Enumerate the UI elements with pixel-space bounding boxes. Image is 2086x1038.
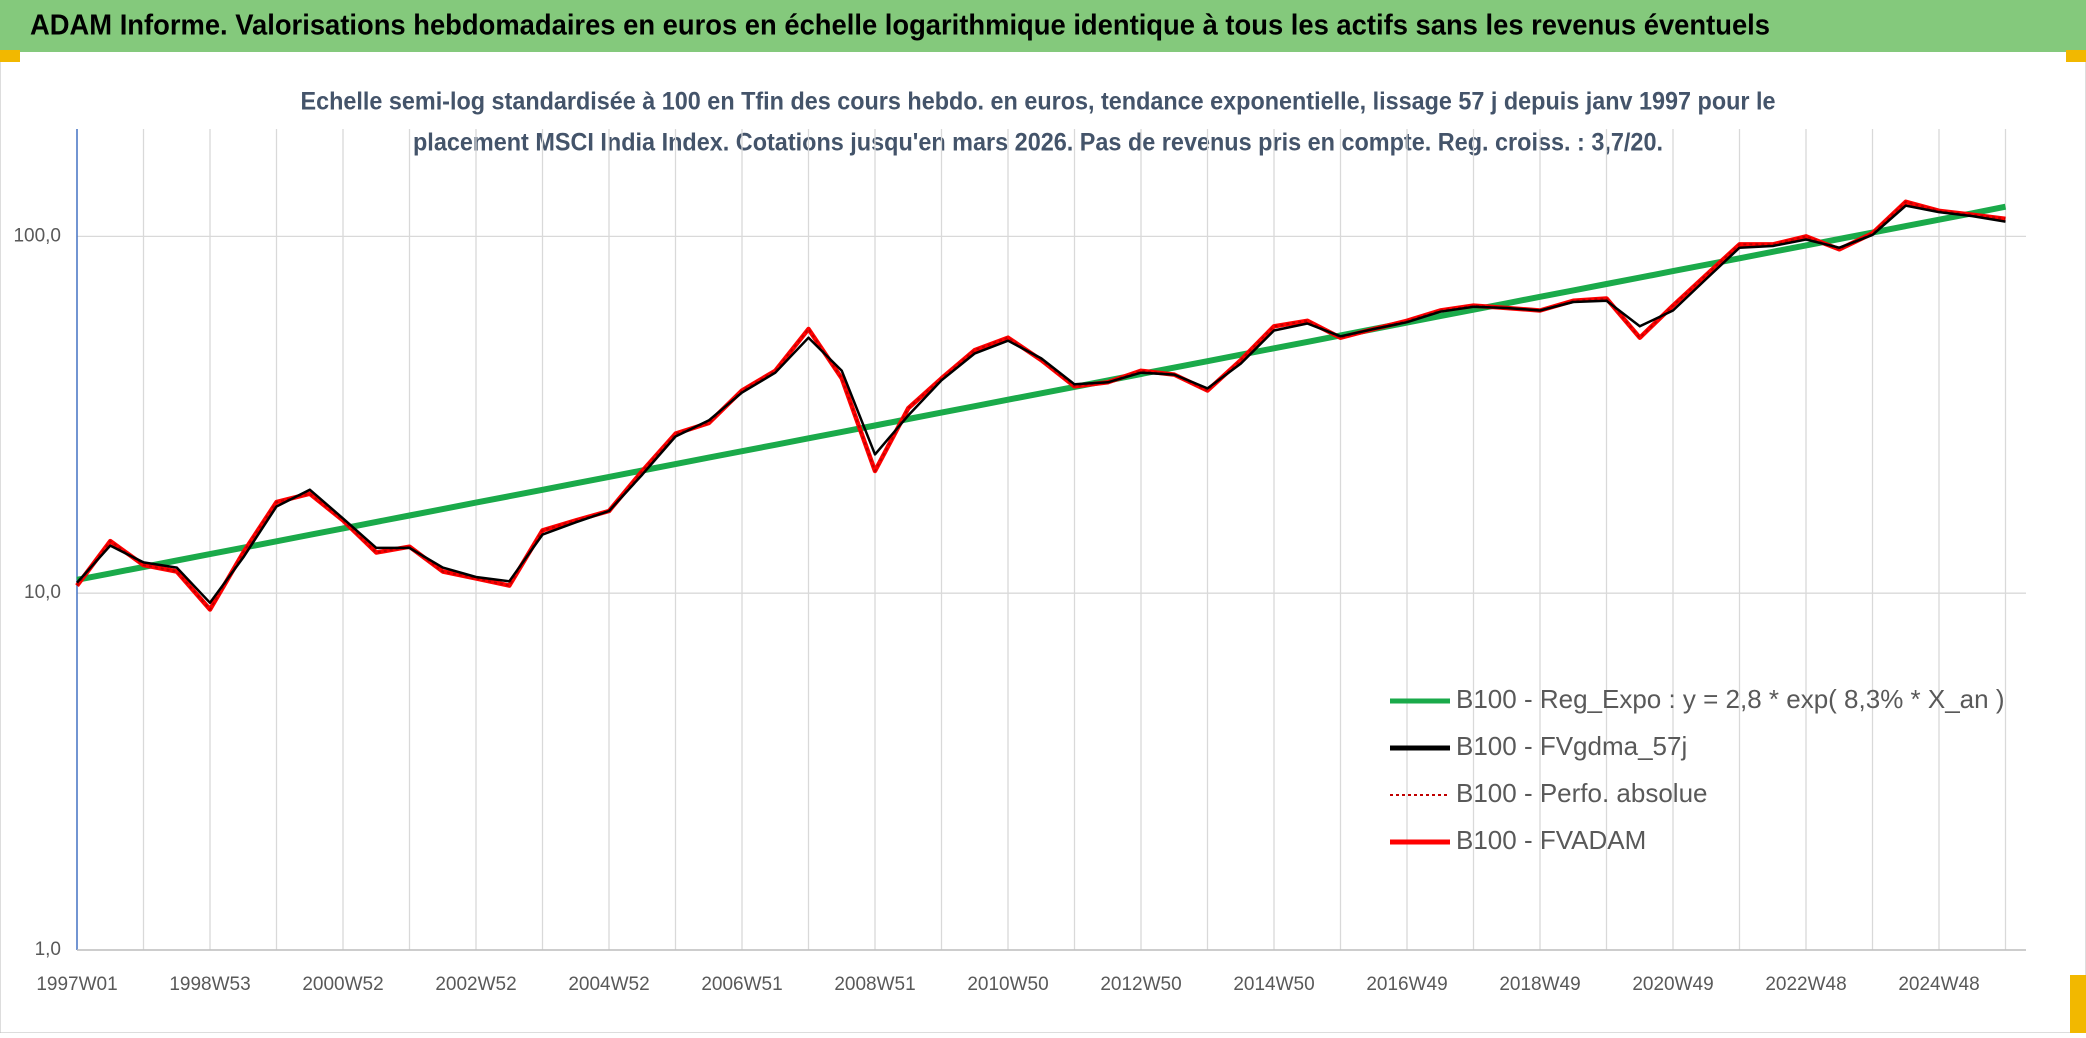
- legend-label: B100 - Perfo. absolue: [1456, 778, 1708, 808]
- x-tick-label: 2008W51: [834, 974, 915, 995]
- x-tick-label: 2018W49: [1499, 974, 1580, 995]
- y-tick-label: 10,0: [24, 582, 61, 603]
- corner-mark: [2070, 975, 2086, 1033]
- x-tick-label: 2022W48: [1765, 974, 1846, 995]
- y-tick-label: 1,0: [35, 939, 61, 960]
- chart-title: ADAM Informe. Valorisations hebdomadaire…: [30, 10, 1770, 42]
- series-line: [76, 204, 2006, 605]
- corner-mark: [0, 50, 20, 62]
- x-tick-label: 2004W52: [568, 974, 649, 995]
- x-tick-label: 1998W53: [169, 974, 250, 995]
- x-tick-label: 2000W52: [302, 974, 383, 995]
- x-tick-label: 2016W49: [1366, 974, 1447, 995]
- x-tick-label: 2012W50: [1100, 974, 1181, 995]
- chart-subtitle: placement MSCI India Index. Cotations ju…: [413, 129, 1663, 157]
- x-tick-label: 2014W50: [1233, 974, 1314, 995]
- title-bar: [0, 0, 2086, 52]
- x-tick-label: 2024W48: [1898, 974, 1979, 995]
- legend-label: B100 - Reg_Expo : y = 2,8 * exp( 8,3% * …: [1456, 684, 2005, 714]
- x-tick-label: 2020W49: [1632, 974, 1713, 995]
- legend-label: B100 - FVADAM: [1456, 825, 1646, 855]
- chart-subtitle: Echelle semi-log standardisée à 100 en T…: [301, 88, 1776, 116]
- x-tick-label: 2002W52: [435, 974, 516, 995]
- x-tick-label: 2010W50: [967, 974, 1048, 995]
- corner-mark: [2066, 50, 2086, 62]
- legend-label: B100 - FVgdma_57j: [1456, 731, 1687, 761]
- y-tick-label: 100,0: [13, 225, 61, 246]
- x-tick-label: 1997W01: [36, 974, 117, 995]
- x-tick-label: 2006W51: [701, 974, 782, 995]
- series-line: [76, 203, 2007, 583]
